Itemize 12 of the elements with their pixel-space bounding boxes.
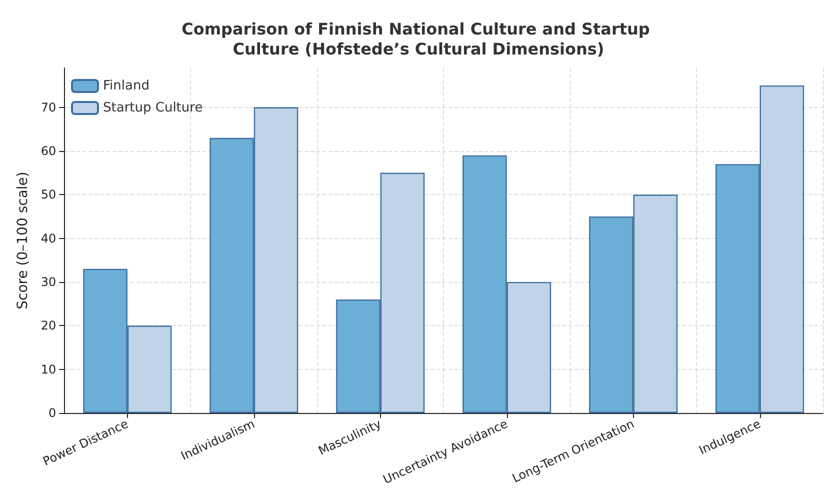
y-tick-label: 30 (40, 274, 56, 289)
y-tick-label: 60 (40, 144, 56, 158)
y-tick-label: 50 (40, 188, 56, 202)
y-tick-label: 20 (40, 318, 56, 333)
legend-label: Startup Culture (103, 100, 203, 116)
legend-label: Finland (103, 78, 150, 94)
y-tick-label: 0 (48, 406, 56, 420)
y-tick-label: 10 (40, 362, 56, 376)
y-tick-label: 40 (40, 231, 56, 246)
chart-title: Comparison of Finnish National Culture and Startup Culture (Hofstede’s Cultural Dimensions) (182, 20, 656, 58)
y-tick-label: 70 (40, 100, 56, 114)
y-axis-title: Score (0–100 scale) (15, 172, 31, 310)
